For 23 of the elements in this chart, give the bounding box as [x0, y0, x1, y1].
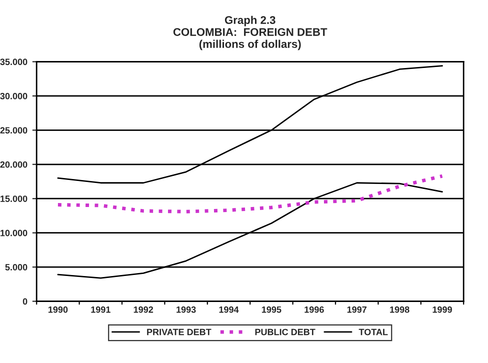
- line-series: [56, 174, 444, 214]
- y-tick-label: 25.000: [0, 127, 28, 134]
- x-tick-label: 1991: [91, 306, 110, 313]
- x-tick-label: 1999: [432, 306, 452, 313]
- y-tick-label: 35.000: [0, 58, 28, 66]
- x-tick-label: 1996: [304, 306, 324, 313]
- x-tick-label: 1994: [219, 306, 239, 313]
- y-tick-label: 20.000: [0, 161, 28, 168]
- y-tick-label: 5.000: [5, 264, 28, 270]
- y-tick-label: 10.000: [0, 230, 28, 236]
- x-tick-label: 1997: [347, 306, 366, 313]
- x-tick-label: 1993: [176, 306, 196, 313]
- y-tick-label: 15.000: [0, 196, 28, 202]
- x-tick-label: 1998: [390, 306, 410, 313]
- chart-title: Graph 2.3 COLOMBIA: FOREIGN DEBT (millions of dollars): [173, 16, 328, 50]
- legend-label: PRIVATE DEBT: [147, 328, 212, 336]
- x-tick-label: 1990: [48, 306, 68, 313]
- y-tick-label: 0: [22, 298, 28, 305]
- y-tick-label: 30.000: [0, 92, 28, 100]
- x-tick-label: 1995: [262, 306, 282, 313]
- x-tick-label: 1992: [134, 306, 154, 313]
- legend-label: PUBLIC DEBT: [255, 328, 316, 336]
- legend-label: TOTAL: [358, 328, 388, 336]
